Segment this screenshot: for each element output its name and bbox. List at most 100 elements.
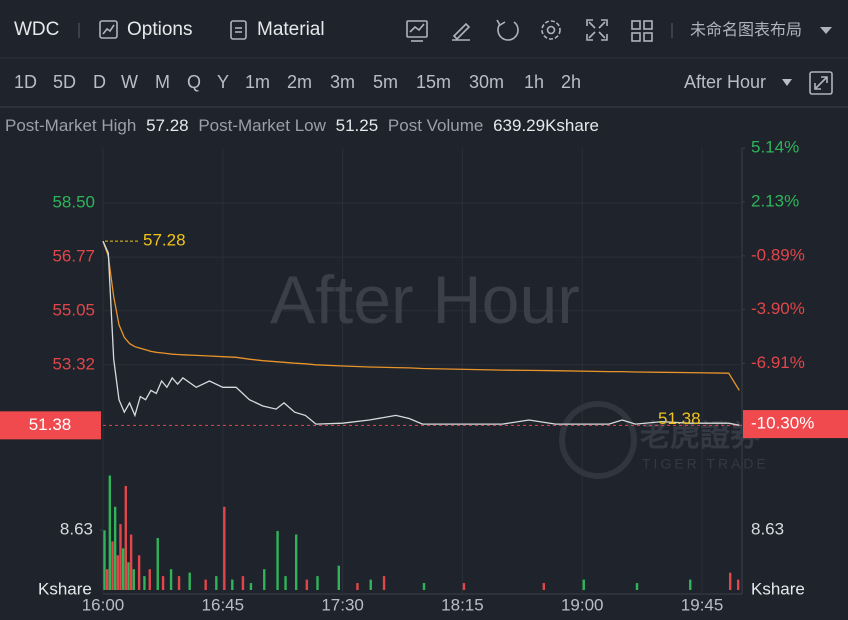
- volume-bar: [129, 534, 133, 590]
- symbol[interactable]: WDC: [14, 19, 59, 40]
- material-button[interactable]: Material: [230, 19, 325, 40]
- volume-bar: [215, 576, 218, 590]
- volume-bar: [143, 576, 146, 590]
- brand-name: 老虎證券: [640, 419, 761, 453]
- volume-bar: [382, 576, 386, 590]
- y2-tick-label: -3.90%: [751, 299, 805, 318]
- period-button[interactable]: 15m: [416, 72, 451, 92]
- material-label[interactable]: Material: [257, 19, 325, 40]
- volume-bar: [689, 579, 692, 590]
- volume-bar: [249, 583, 253, 590]
- y2-tick-label: -6.91%: [751, 353, 805, 372]
- volume-bar: [736, 579, 740, 590]
- options-label[interactable]: Options: [127, 19, 192, 40]
- volume-bar: [177, 576, 181, 590]
- volume-bar: [284, 576, 287, 590]
- y2-tick-label: 2.13%: [751, 191, 799, 210]
- period-button[interactable]: 5D: [53, 72, 76, 92]
- high-label: 57.28: [143, 231, 186, 250]
- volume-bar: [111, 541, 114, 590]
- volume-bar: [169, 569, 173, 590]
- volume-bar: [124, 485, 127, 590]
- brand-name-en: TIGER TRADE: [642, 456, 769, 472]
- y2-tick-label: 5.14%: [751, 138, 799, 157]
- period-button[interactable]: 30m: [469, 72, 504, 92]
- volume-bar: [337, 565, 340, 590]
- volume-bar: [188, 572, 191, 590]
- last-change-box: [743, 410, 848, 439]
- period-button[interactable]: Y: [217, 72, 229, 92]
- volume-bar: [105, 569, 109, 590]
- material-icon: [230, 20, 247, 40]
- period-button[interactable]: 3m: [330, 72, 355, 92]
- last-price-box: [0, 411, 101, 440]
- stat-label: Post Volume: [388, 116, 483, 135]
- stat-value: 57.28: [146, 116, 189, 135]
- period-button[interactable]: 1D: [14, 72, 37, 92]
- y-tick-label: 55.05: [52, 300, 95, 319]
- volume-tick-label: 8.63: [751, 520, 784, 539]
- price-line: [102, 240, 740, 426]
- volume-bar: [295, 534, 298, 590]
- volume-bar: [728, 572, 732, 590]
- expand-icon[interactable]: [809, 71, 833, 95]
- period-button[interactable]: 2h: [561, 72, 581, 92]
- period-button[interactable]: 1m: [245, 72, 270, 92]
- x-tick-label: 19:45: [681, 595, 724, 614]
- period-button[interactable]: M: [155, 72, 170, 92]
- options-button[interactable]: Options: [99, 19, 192, 40]
- x-tick-label: 16:00: [82, 595, 125, 614]
- x-tick-label: 19:00: [561, 595, 604, 614]
- volume-bar: [132, 569, 135, 590]
- fullscreen-icon[interactable]: [586, 19, 608, 41]
- period-button[interactable]: 1h: [524, 72, 544, 92]
- period-button[interactable]: D: [93, 72, 106, 92]
- volume-bar: [116, 555, 120, 590]
- period-button[interactable]: Q: [187, 72, 201, 92]
- watermark: After Hour: [270, 262, 580, 338]
- dropdown-arrow[interactable]: [782, 79, 792, 86]
- y-tick-label: 58.50: [52, 193, 95, 212]
- stat-label: Post-Market Low: [198, 116, 326, 135]
- volume-bar: [156, 537, 159, 590]
- volume-bar: [113, 506, 117, 590]
- session-select[interactable]: After Hour: [684, 72, 766, 92]
- volume-bar: [103, 530, 106, 590]
- volume-bar: [241, 576, 245, 590]
- period-button[interactable]: 2m: [287, 72, 312, 92]
- period-button[interactable]: W: [121, 72, 138, 92]
- layout-name[interactable]: 未命名图表布局: [690, 21, 802, 39]
- period-button[interactable]: 5m: [373, 72, 398, 92]
- dropdown-arrow[interactable]: [820, 27, 832, 34]
- indicator-icon[interactable]: [406, 20, 428, 42]
- volume-tick-label: 8.63: [60, 520, 93, 539]
- chart: After Hour 老虎證券 TIGER TRADE 16:00 16:45 17…: [0, 138, 848, 614]
- volume-unit: Kshare: [751, 579, 805, 598]
- volume-bar: [635, 583, 639, 590]
- volume-unit: Kshare: [38, 579, 92, 598]
- volume-bar: [148, 569, 151, 590]
- stat-label: Post-Market High: [5, 116, 136, 135]
- volume-bar: [542, 583, 546, 590]
- x-tick-label: 16:45: [202, 595, 245, 614]
- y2-tick-label: -0.89%: [751, 245, 805, 264]
- stats-row: Post-Market High 57.28 Post-Market Low 5…: [5, 116, 599, 135]
- volume-bar: [231, 579, 234, 590]
- settings-icon[interactable]: [541, 20, 561, 40]
- layout-icon[interactable]: [631, 20, 653, 42]
- volume-bar: [316, 576, 319, 590]
- volume-bar: [161, 576, 165, 590]
- y-tick-label: 53.32: [52, 354, 95, 373]
- volume-bar: [204, 579, 207, 590]
- volume-bar: [305, 579, 309, 590]
- volume-bar: [276, 531, 279, 590]
- options-icon-line: [102, 24, 115, 35]
- volume-bar: [108, 475, 112, 590]
- draw-icon[interactable]: [452, 22, 471, 41]
- brand-logo: [559, 401, 637, 479]
- reset-icon[interactable]: [496, 19, 519, 41]
- stat-value: 639.29Kshare: [493, 116, 599, 135]
- x-tick-label: 18:15: [441, 595, 484, 614]
- average-line: [102, 240, 740, 391]
